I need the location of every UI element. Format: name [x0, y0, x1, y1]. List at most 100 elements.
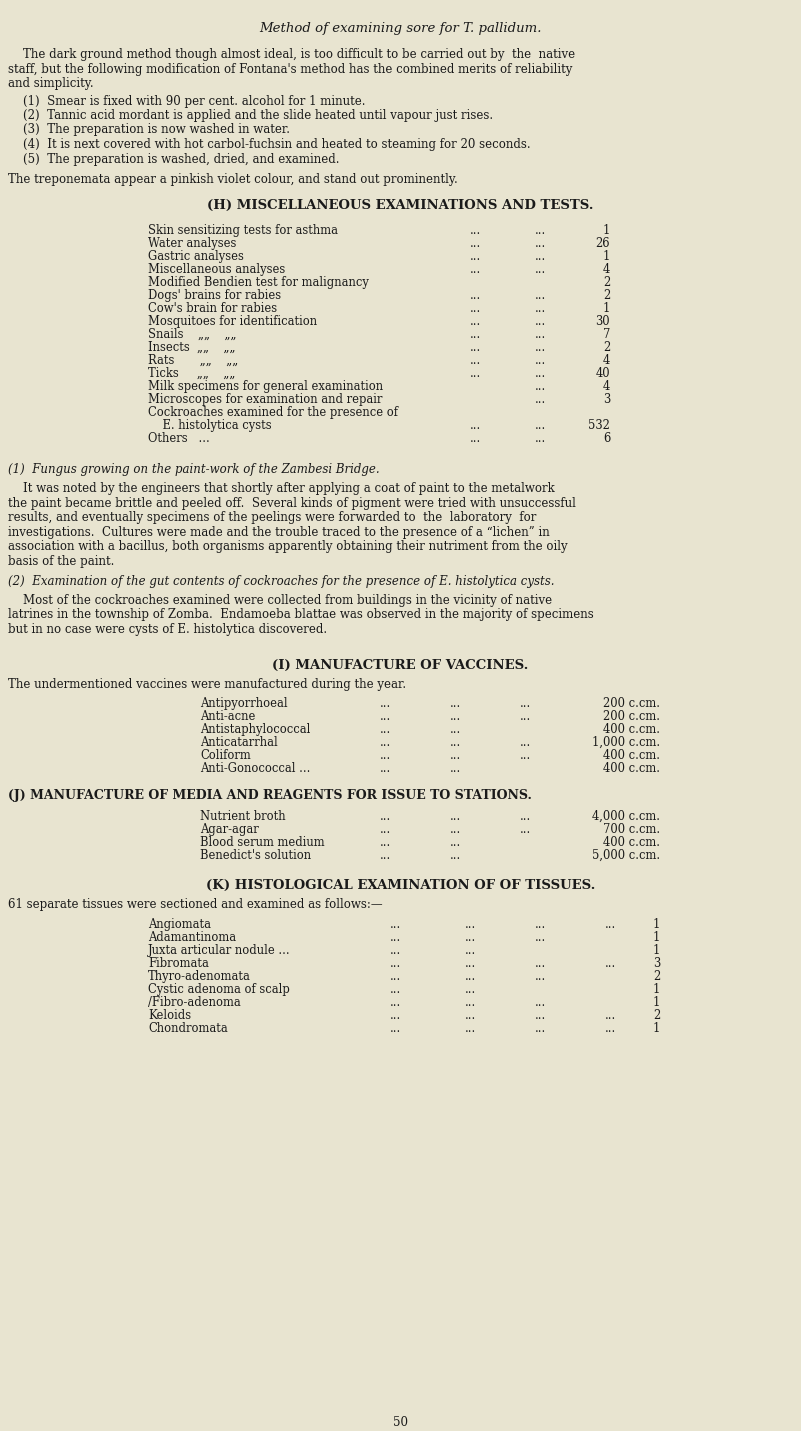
Text: ...: ... [470, 341, 481, 353]
Text: 700 c.cm.: 700 c.cm. [603, 823, 660, 836]
Text: investigations.  Cultures were made and the trouble traced to the presence of a : investigations. Cultures were made and t… [8, 525, 549, 538]
Text: (5)  The preparation is washed, dried, and examined.: (5) The preparation is washed, dried, an… [8, 153, 340, 166]
Text: ...: ... [390, 944, 401, 957]
Text: ...: ... [535, 341, 546, 353]
Text: 1: 1 [653, 983, 660, 996]
Text: ...: ... [520, 710, 531, 723]
Text: 3: 3 [602, 392, 610, 405]
Text: ...: ... [470, 418, 481, 432]
Text: the paint became brittle and peeled off.  Several kinds of pigment were tried wi: the paint became brittle and peeled off.… [8, 497, 576, 509]
Text: Chondromata: Chondromata [148, 1022, 227, 1035]
Text: ...: ... [535, 1009, 546, 1022]
Text: (2)  Examination of the gut contents of cockroaches for the presence of E. histo: (2) Examination of the gut contents of c… [8, 575, 554, 588]
Text: ...: ... [605, 1009, 616, 1022]
Text: ...: ... [390, 983, 401, 996]
Text: basis of the paint.: basis of the paint. [8, 555, 115, 568]
Text: Cow's brain for rabies: Cow's brain for rabies [148, 302, 277, 315]
Text: 2: 2 [602, 289, 610, 302]
Text: 7: 7 [602, 328, 610, 341]
Text: 1,000 c.cm.: 1,000 c.cm. [592, 736, 660, 748]
Text: Ticks     „„    „„: Ticks „„ „„ [148, 366, 235, 379]
Text: ...: ... [470, 315, 481, 328]
Text: ...: ... [465, 944, 477, 957]
Text: but in no case were cysts of E. histolytica discovered.: but in no case were cysts of E. histolyt… [8, 622, 327, 635]
Text: latrines in the township of Zomba.  Endamoeba blattae was observed in the majori: latrines in the township of Zomba. Endam… [8, 608, 594, 621]
Text: ...: ... [450, 710, 461, 723]
Text: ...: ... [535, 366, 546, 379]
Text: The treponemata appear a pinkish violet colour, and stand out prominently.: The treponemata appear a pinkish violet … [8, 173, 457, 186]
Text: and simplicity.: and simplicity. [8, 77, 94, 90]
Text: Rats       „„    „„: Rats „„ „„ [148, 353, 238, 366]
Text: Fibromata: Fibromata [148, 957, 209, 970]
Text: ...: ... [470, 236, 481, 249]
Text: ...: ... [380, 849, 391, 861]
Text: 61 separate tissues were sectioned and examined as follows:—: 61 separate tissues were sectioned and e… [8, 897, 383, 912]
Text: 40: 40 [595, 366, 610, 379]
Text: ...: ... [535, 249, 546, 262]
Text: (I) MANUFACTURE OF VACCINES.: (I) MANUFACTURE OF VACCINES. [272, 660, 529, 673]
Text: Water analyses: Water analyses [148, 236, 236, 249]
Text: Insects  „„    „„: Insects „„ „„ [148, 341, 235, 353]
Text: ...: ... [390, 1022, 401, 1035]
Text: ...: ... [605, 919, 616, 932]
Text: ...: ... [450, 823, 461, 836]
Text: ...: ... [390, 957, 401, 970]
Text: ...: ... [465, 1022, 477, 1035]
Text: ...: ... [470, 289, 481, 302]
Text: 400 c.cm.: 400 c.cm. [603, 748, 660, 761]
Text: ...: ... [535, 302, 546, 315]
Text: Antipyorrhoeal: Antipyorrhoeal [200, 697, 288, 710]
Text: ...: ... [470, 353, 481, 366]
Text: Cystic adenoma of scalp: Cystic adenoma of scalp [148, 983, 290, 996]
Text: ...: ... [535, 996, 546, 1009]
Text: Method of examining sore for T. pallidum.: Method of examining sore for T. pallidum… [260, 21, 541, 34]
Text: ...: ... [535, 418, 546, 432]
Text: results, and eventually specimens of the peelings were forwarded to  the  labora: results, and eventually specimens of the… [8, 511, 537, 524]
Text: /Fibro-adenoma: /Fibro-adenoma [148, 996, 241, 1009]
Text: Mosquitoes for identification: Mosquitoes for identification [148, 315, 317, 328]
Text: 1: 1 [602, 249, 610, 262]
Text: ...: ... [380, 823, 391, 836]
Text: Milk specimens for general examination: Milk specimens for general examination [148, 379, 383, 392]
Text: ...: ... [380, 761, 391, 774]
Text: (1)  Smear is fixed with 90 per cent. alcohol for 1 minute.: (1) Smear is fixed with 90 per cent. alc… [8, 94, 365, 107]
Text: ...: ... [520, 823, 531, 836]
Text: ...: ... [380, 736, 391, 748]
Text: ...: ... [535, 970, 546, 983]
Text: Benedict's solution: Benedict's solution [200, 849, 311, 861]
Text: ...: ... [535, 262, 546, 276]
Text: association with a bacillus, both organisms apparently obtaining their nutriment: association with a bacillus, both organi… [8, 541, 568, 554]
Text: ...: ... [520, 736, 531, 748]
Text: Modified Bendien test for malignancy: Modified Bendien test for malignancy [148, 276, 369, 289]
Text: Dogs' brains for rabies: Dogs' brains for rabies [148, 289, 281, 302]
Text: ...: ... [535, 432, 546, 445]
Text: 1: 1 [602, 223, 610, 236]
Text: ...: ... [380, 748, 391, 761]
Text: ...: ... [470, 328, 481, 341]
Text: 5,000 c.cm.: 5,000 c.cm. [592, 849, 660, 861]
Text: Microscopes for examination and repair: Microscopes for examination and repair [148, 392, 382, 405]
Text: ...: ... [470, 302, 481, 315]
Text: (4)  It is next covered with hot carbol-fuchsin and heated to steaming for 20 se: (4) It is next covered with hot carbol-f… [8, 137, 530, 152]
Text: Gastric analyses: Gastric analyses [148, 249, 244, 262]
Text: ...: ... [450, 697, 461, 710]
Text: ...: ... [535, 919, 546, 932]
Text: ...: ... [450, 723, 461, 736]
Text: Thyro-adenomata: Thyro-adenomata [148, 970, 251, 983]
Text: ...: ... [535, 236, 546, 249]
Text: Anti-Gonococcal ...: Anti-Gonococcal ... [200, 761, 310, 774]
Text: ...: ... [535, 379, 546, 392]
Text: E. histolytica cysts: E. histolytica cysts [148, 418, 272, 432]
Text: (J) MANUFACTURE OF MEDIA AND REAGENTS FOR ISSUE TO STATIONS.: (J) MANUFACTURE OF MEDIA AND REAGENTS FO… [8, 790, 532, 803]
Text: 2: 2 [602, 341, 610, 353]
Text: Juxta articular nodule ...: Juxta articular nodule ... [148, 944, 291, 957]
Text: ...: ... [390, 1009, 401, 1022]
Text: Agar-agar: Agar-agar [200, 823, 259, 836]
Text: 1: 1 [653, 919, 660, 932]
Text: 400 c.cm.: 400 c.cm. [603, 836, 660, 849]
Text: Angiomata: Angiomata [148, 919, 211, 932]
Text: ...: ... [390, 970, 401, 983]
Text: ...: ... [520, 697, 531, 710]
Text: 400 c.cm.: 400 c.cm. [603, 723, 660, 736]
Text: Anticatarrhal: Anticatarrhal [200, 736, 278, 748]
